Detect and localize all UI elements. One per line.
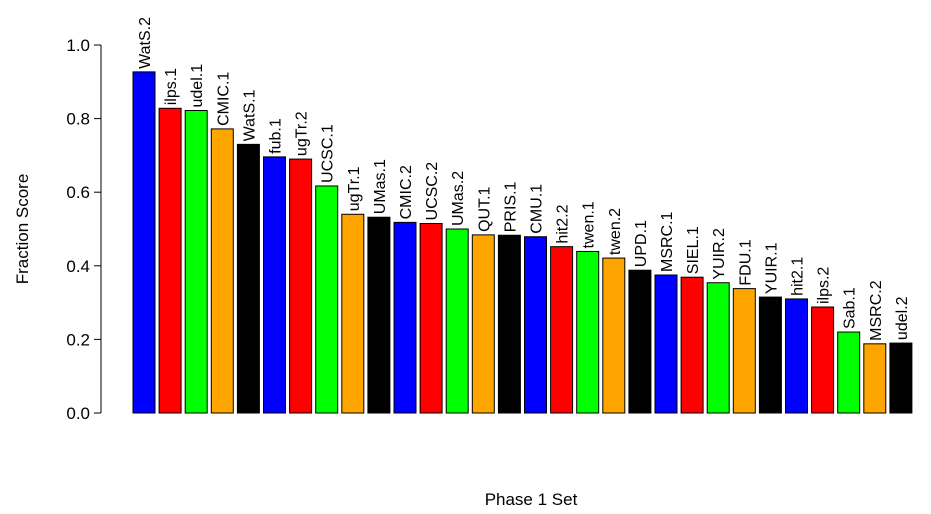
bar-label: hit2.1	[790, 257, 807, 296]
bar-label: fub.1	[268, 118, 285, 154]
bar-qut-1	[471, 234, 495, 414]
bar-label: twen.2	[607, 208, 624, 255]
bar-fub-1	[263, 156, 286, 414]
bar-umas-1	[367, 216, 391, 414]
bar-label: WatS.2	[137, 17, 154, 69]
bar-label: ilps.2	[816, 267, 833, 304]
bar-siel-1	[680, 276, 704, 414]
bar-ilps-2	[811, 306, 835, 414]
bar-msrc-1	[654, 274, 678, 414]
bar-label: UCSC.2	[424, 162, 441, 221]
bar-label: ugTr.1	[346, 166, 363, 211]
bar-upd-1	[628, 269, 652, 414]
bar-label: MSRC.1	[659, 211, 676, 272]
bar-twen-2	[602, 257, 626, 414]
bar-label: Sab.1	[842, 287, 859, 329]
bar-umas-2	[445, 228, 469, 414]
bar-pris-1	[497, 234, 521, 414]
bar-wats-2	[132, 71, 156, 414]
bar-label: MSRC.2	[868, 280, 885, 341]
bar-yuir-2	[706, 282, 730, 414]
y-tick-label: 0.2	[66, 330, 90, 349]
y-tick-label: 0.4	[66, 257, 90, 276]
bar-ucsc-1	[315, 185, 339, 414]
bar-cmic-1	[210, 128, 234, 414]
bar-ilps-1	[158, 107, 182, 414]
bar-label: UMas.1	[372, 159, 389, 214]
bar-label: ilps.1	[163, 68, 180, 105]
bar-label: WatS.1	[241, 89, 258, 141]
bar-hit2-2	[550, 246, 574, 414]
bar-label: hit2.2	[555, 204, 572, 243]
bar-label: UMas.2	[450, 171, 467, 226]
bar-label: QUT.1	[476, 186, 493, 231]
bars	[132, 71, 913, 414]
bar-label: YUIR.1	[763, 242, 780, 294]
bar-label: UCSC.1	[320, 124, 337, 183]
bar-hit2-1	[785, 298, 808, 414]
y-tick-label: 0.0	[66, 404, 90, 423]
y-tick-label: 1.0	[66, 36, 90, 55]
bar-label: PRIS.1	[502, 181, 519, 232]
bar-label: UPD.1	[633, 220, 650, 267]
bar-label: CMU.1	[529, 184, 546, 234]
bar-cmu-1	[524, 236, 547, 414]
y-axis-title: Fraction Score	[13, 174, 32, 285]
bar-label: CMIC.2	[398, 165, 415, 219]
bar-twen-1	[576, 250, 600, 414]
x-axis-title: Phase 1 Set	[485, 490, 578, 509]
bar-label: udel.1	[189, 64, 206, 108]
bar-sab-1	[837, 331, 861, 414]
bar-labels: WatS.2 ilps.1 udel.1 CMIC.1 WatS.1 fub.1 ugTr.…	[137, 17, 911, 341]
bar-udel-2	[889, 342, 913, 414]
bar-label: twen.1	[581, 201, 598, 248]
bar-fdu-1	[732, 288, 756, 414]
bar-udel-1	[184, 110, 208, 414]
bar-label: SIEL.1	[685, 226, 702, 274]
bar-label: ugTr.2	[294, 111, 311, 156]
bar-msrc-2	[863, 343, 887, 414]
bar-label: YUIR.2	[711, 228, 728, 280]
bar-cmic-2	[393, 221, 417, 414]
y-tick-label: 0.8	[66, 110, 90, 129]
bar-label: CMIC.1	[215, 72, 232, 126]
y-axis: 0.0 0.2 0.4 0.6 0.8 1.0	[66, 36, 102, 423]
bar-label: udel.2	[894, 296, 911, 340]
bar-wats-1	[236, 143, 260, 414]
bar-ugtr-2	[289, 158, 313, 414]
bar-yuir-1	[758, 296, 782, 414]
bar-ugtr-1	[341, 213, 365, 414]
bar-label: FDU.1	[737, 239, 754, 285]
y-tick-label: 0.6	[66, 183, 90, 202]
bar-ucsc-2	[419, 222, 443, 414]
